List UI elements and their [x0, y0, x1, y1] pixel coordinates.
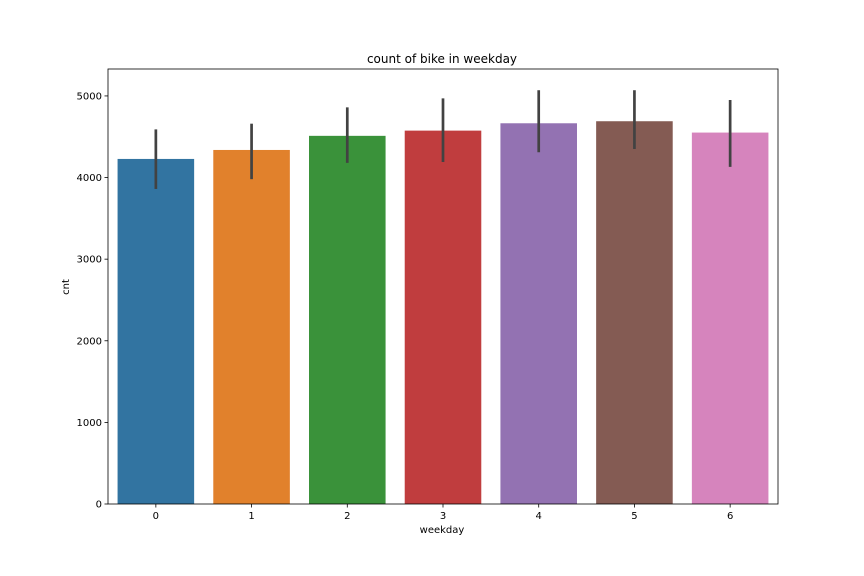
bar-weekday-3 [404, 130, 482, 504]
x-tick-label: 3 [440, 511, 446, 522]
x-tick-label: 0 [153, 511, 159, 522]
bar-weekday-4 [500, 123, 577, 504]
y-tick-label: 4000 [77, 173, 102, 184]
bar-weekday-0 [117, 158, 195, 504]
x-tick-label: 6 [727, 511, 733, 522]
y-tick-label: 2000 [77, 336, 102, 347]
plot-area: 0 1000 2000 3000 4000 5000 0 1 2 3 4 5 6 [77, 68, 779, 522]
bar-weekday-2 [309, 135, 386, 504]
y-tick-label: 3000 [77, 255, 102, 266]
x-tick-label: 4 [536, 511, 542, 522]
bar-weekday-1 [213, 149, 290, 504]
bar-weekday-5 [596, 121, 673, 505]
bar-weekday-6 [691, 132, 769, 505]
y-tick-label: 0 [96, 500, 102, 511]
x-tick-label: 2 [344, 511, 350, 522]
chart-title: count of bike in weekday [367, 52, 517, 66]
x-tick-label: 1 [248, 511, 254, 522]
x-tick-label: 5 [631, 511, 637, 522]
y-axis-label: cnt [61, 279, 72, 295]
y-tick-label: 1000 [77, 418, 102, 429]
y-tick-label: 5000 [77, 91, 102, 102]
x-axis-label: weekday [420, 525, 465, 536]
